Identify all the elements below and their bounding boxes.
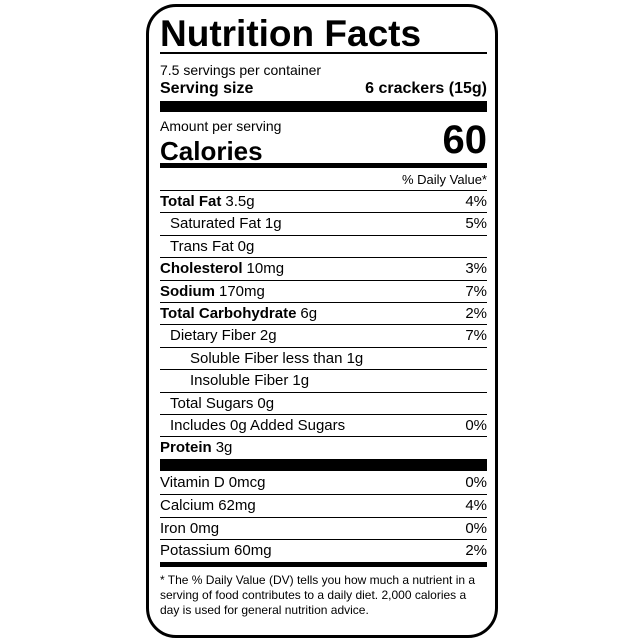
nutrient-amount: 1g [264,215,282,233]
nutrient-amount: 60mg [234,542,272,560]
servings: 7.5 servings per container [160,62,322,78]
daily-value: 4% [465,497,487,515]
nutrient-row: Saturated Fat 1g 5% [160,212,487,234]
nutrient-name: Iron [160,519,186,537]
nutrient-row: Total Carbohydrate 6g 2% [160,302,487,324]
nutrient-amount: 10mg [246,260,285,278]
nutrient-label: Calcium 62mg [160,495,256,517]
rule [160,52,487,54]
calories-label: Calories [160,136,263,166]
nutrient-label: Total Fat 3.5g [160,191,255,213]
nutrient-amount: 3g [215,439,233,457]
nutrient-row: Potassium 60mg 2% [160,539,487,561]
daily-value: 7% [465,282,487,300]
medium-rule [160,163,487,168]
nutrient-label: Total Sugars 0g [170,393,274,415]
daily-value: 0% [465,474,487,491]
daily-value: 4% [465,193,487,210]
nutrient-amount: 2g [259,327,277,345]
daily-value: 2% [465,305,487,322]
thick-rule [160,459,487,471]
nutrient-amount: 6g [300,305,318,322]
nutrient-name: Soluble Fiber [190,349,279,367]
calories-value: 60 [442,118,488,162]
amount-per-serving: Amount per serving [160,118,282,134]
nutrient-row: Trans Fat 0g [160,234,487,258]
daily-value: 0% [465,519,487,537]
nutrient-row: Iron 0mg 0% [160,516,487,540]
nutrient-label: Saturated Fat 1g [170,213,282,235]
nutrient-row: Dietary Fiber 2g 7% [160,324,487,346]
nutrient-row: Cholesterol 10mg 3% [160,257,487,279]
nutrient-label: Cholesterol 10mg [160,258,284,280]
nutrient-name: Sodium [160,282,215,300]
nutrient-label: Soluble Fiber less than 1g [190,348,363,370]
serving-size-label: Serving size [160,80,254,97]
nutrient-row: Soluble Fiber less than 1g [160,346,487,370]
nutrient-label: Total Carbohydrate 6g [160,303,317,325]
daily-value: 7% [465,327,487,345]
daily-value: 2% [465,542,487,560]
nutrient-amount: less than 1g [282,349,364,367]
nutrient-label: Iron 0mg [160,518,219,540]
nutrient-label: Trans Fat 0g [170,236,254,258]
nutrient-amount: 0g [257,394,275,412]
nutrient-name: Total Fat [160,193,222,210]
nutrient-name: Saturated Fat [170,215,261,233]
nutrient-name: Potassium [160,542,231,560]
label-frame [146,4,498,638]
footnote: * The % Daily Value (DV) tells you how m… [160,573,476,617]
nutrient-row: Total Fat 3.5g 4% [160,190,487,212]
nutrient-name: Cholesterol [160,260,243,278]
nutrient-name: Protein [160,439,212,457]
nutrient-amount: 62mg [218,497,256,515]
nutrient-name: Trans Fat [170,237,234,255]
nutrient-name: Includes 0g Added Sugars [170,417,346,434]
nutrient-row: Protein 3g [160,436,487,458]
nutrient-label: Includes 0g Added Sugars [170,415,345,437]
serving-size-value: 6 crackers (15g) [365,80,487,97]
nutrient-amount: 3.5g [225,193,255,210]
daily-value: 5% [465,215,487,233]
nutrient-amount: 170mg [219,282,265,300]
nutrient-row: Includes 0g Added Sugars 0% [160,414,487,436]
nutrient-name: Insoluble Fiber [190,372,289,390]
nutrient-label: Potassium 60mg [160,540,272,562]
nutrient-name: Total Carbohydrate [160,305,297,322]
nutrient-label: Vitamin D 0mcg [160,472,265,494]
nutrient-amount: 0mg [189,519,220,537]
nutrient-row: Insoluble Fiber 1g [160,369,487,391]
nutrient-amount: 0mcg [228,474,266,491]
nutrient-amount: 1g [292,372,310,390]
nutrient-row: Vitamin D 0mcg 0% [160,472,487,494]
daily-value-header: % Daily Value* [401,172,487,187]
nutrient-row: Total Sugars 0g [160,391,487,415]
medium-rule [160,562,487,567]
nutrient-row: Calcium 62mg 4% [160,494,487,516]
daily-value: 0% [465,417,487,434]
nutrient-label: Dietary Fiber 2g [170,325,277,347]
nutrient-name: Calcium [160,497,215,515]
nutrient-label: Protein 3g [160,437,232,459]
nutrient-row: Sodium 170mg 7% [160,279,487,303]
nutrient-name: Total Sugars [170,394,254,412]
nutrient-name: Vitamin D [160,474,225,491]
daily-value: 3% [465,260,487,278]
nutrient-label: Sodium 170mg [160,281,265,303]
nutrient-label: Insoluble Fiber 1g [190,370,309,392]
nutrient-amount: 0g [237,237,255,255]
nutrient-name: Dietary Fiber [170,327,256,345]
title: Nutrition Facts [160,13,422,54]
thick-rule [160,101,487,112]
